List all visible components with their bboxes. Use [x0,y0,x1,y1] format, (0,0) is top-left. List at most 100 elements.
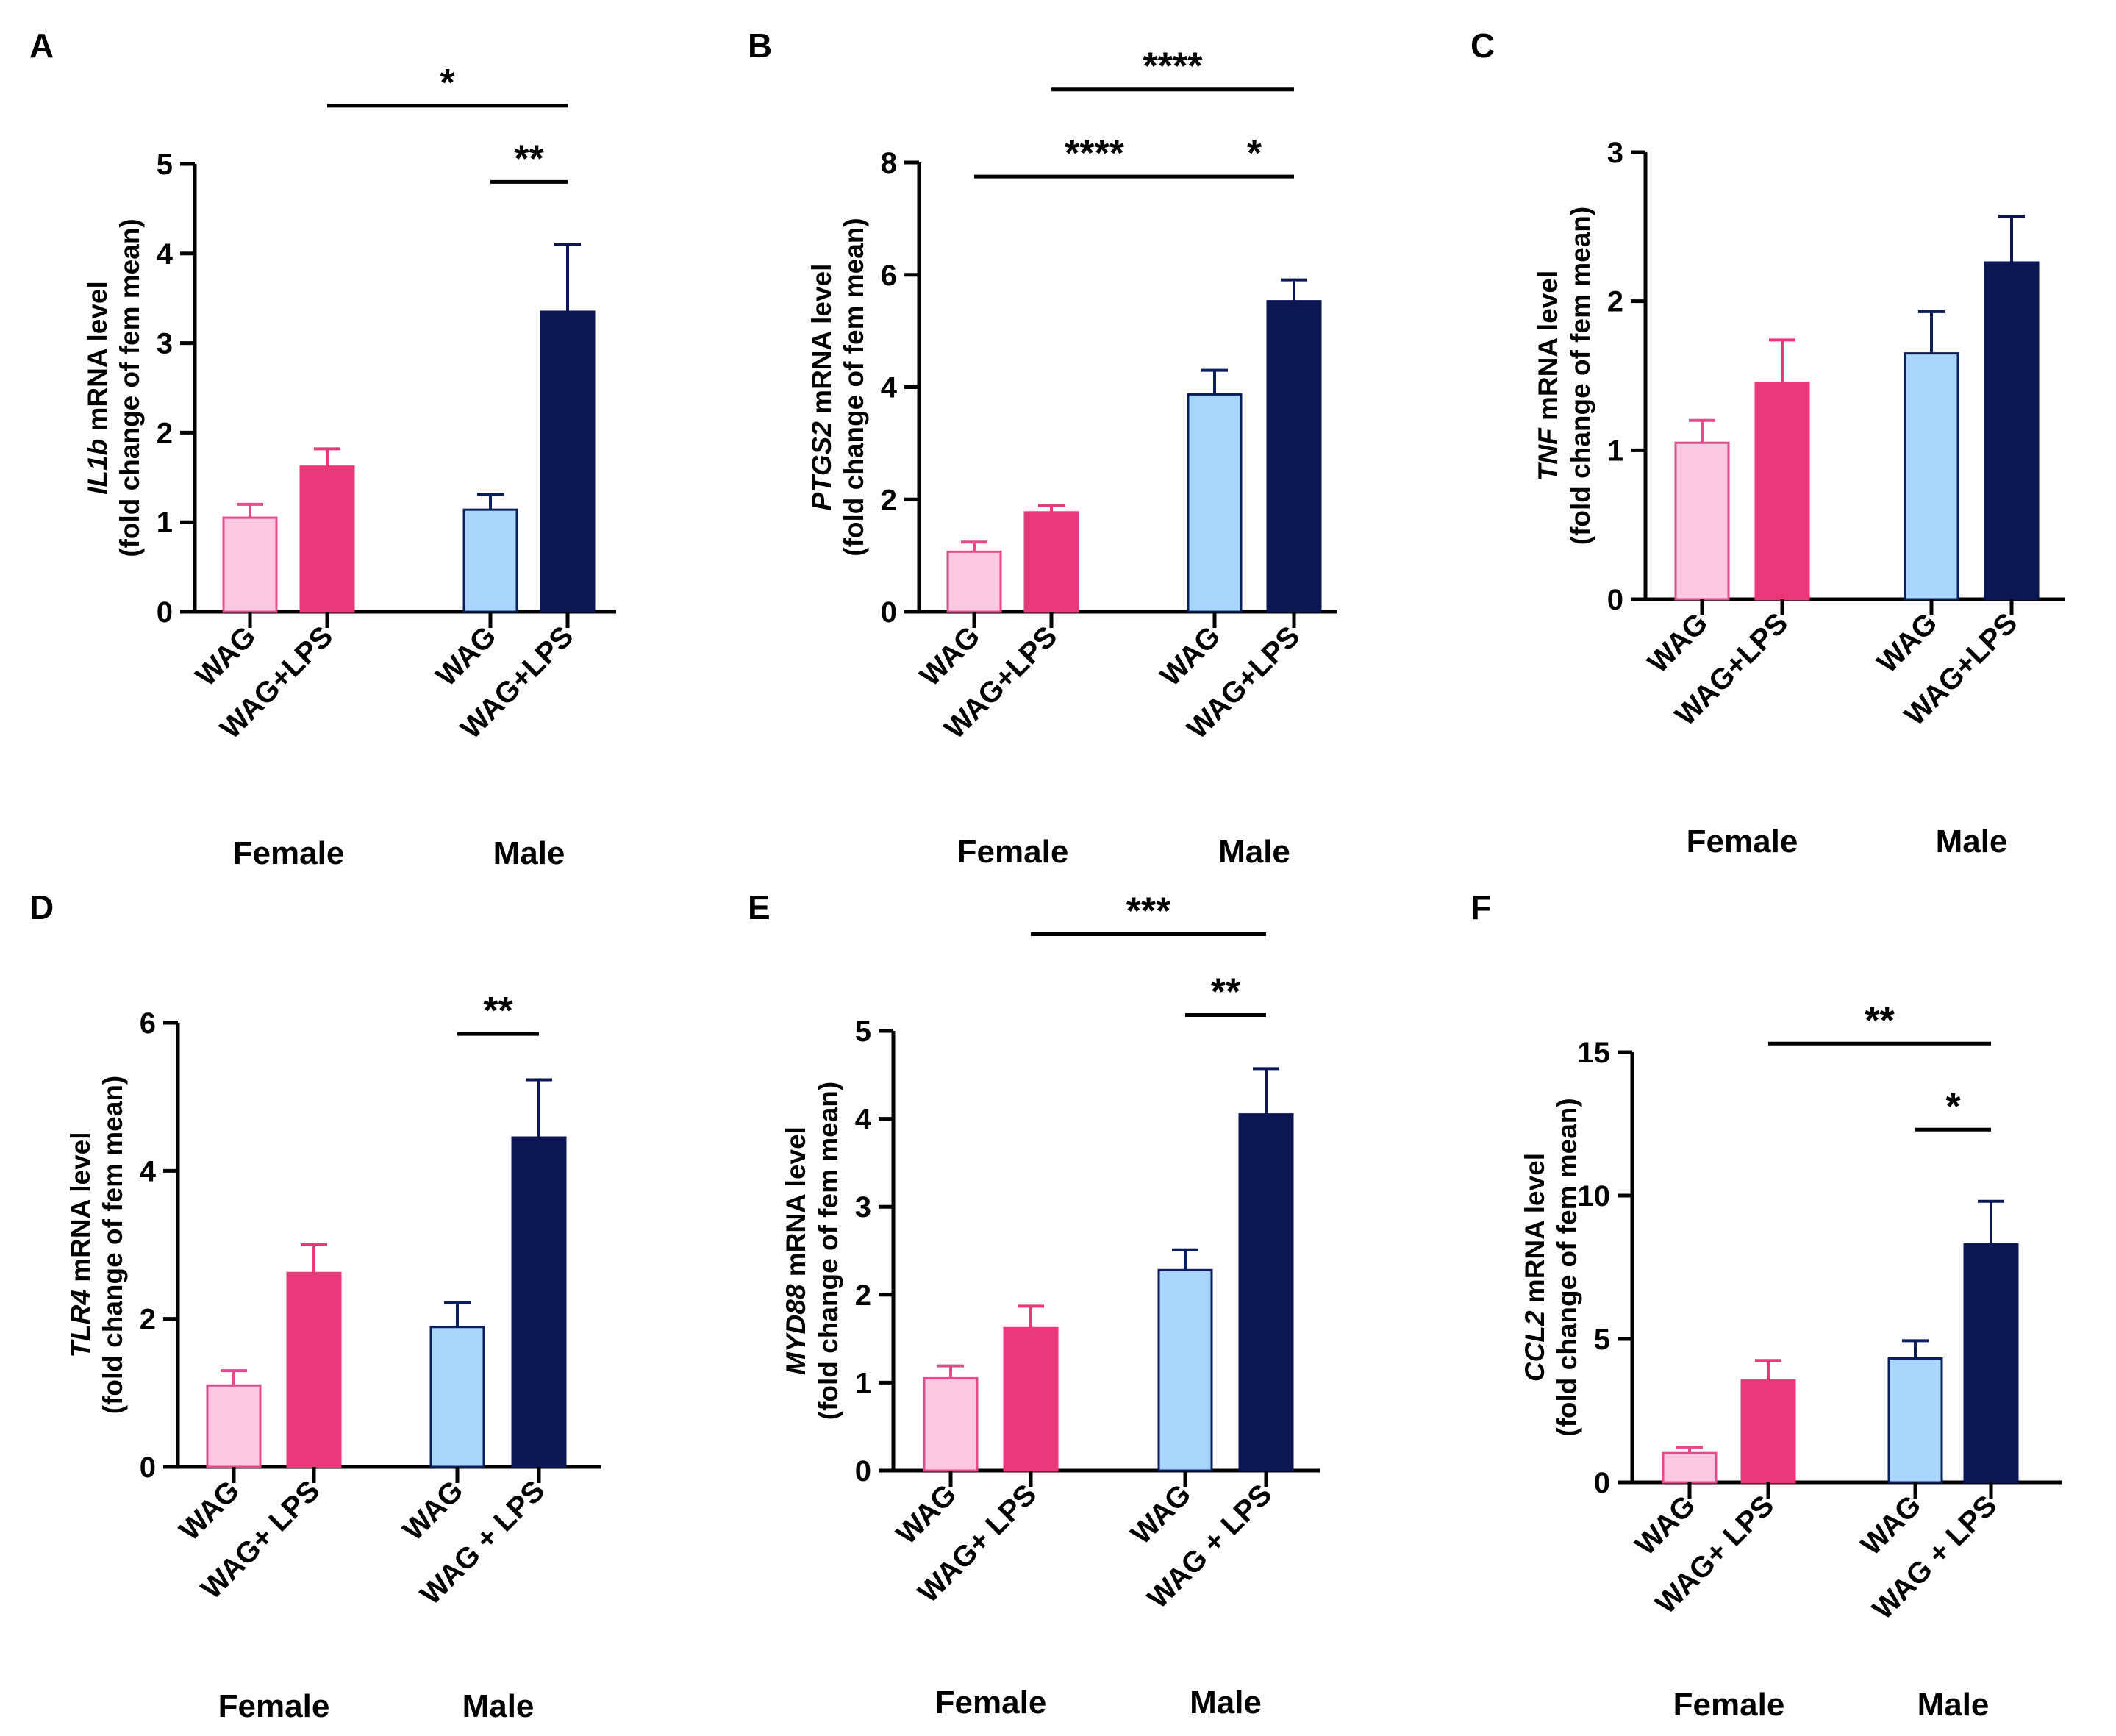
group-label-female: Female [233,835,345,871]
bar [1187,393,1243,613]
bar [1963,1243,2019,1484]
x-category-label: WAG [190,620,262,693]
panel-letter: F [1470,888,1491,926]
y-tick-label: 5 [855,1015,871,1048]
chart-panel-e: E 0 1 2 3 4 5 MYD88 mRNA level (fold change of f… [748,888,1320,1721]
bar [1754,382,1810,601]
y-tick-label: 1 [157,507,173,539]
x-category-label: WAG [430,620,503,693]
bar [1674,441,1730,601]
y-axis-title: IL1b mRNA level [82,281,112,495]
significance-label: *** [1126,890,1171,932]
y-axis-title-line2: (fold change of fem mean) [1565,207,1595,545]
bar [923,1376,979,1472]
y-axis-title-line2: (fold change of fem mean) [839,218,869,556]
significance-label: ** [1865,999,1895,1042]
panel-letter: A [29,26,54,65]
bar [222,516,278,613]
y-axis-title-unit: mRNA level [1520,1153,1550,1311]
y-tick-label: 0 [855,1455,871,1487]
x-category-label: WAG [397,1474,470,1547]
significance-label: * [1945,1085,1961,1128]
group-label-male: Male [1218,834,1290,870]
y-axis-title-line2: (fold change of fem mean) [98,1076,128,1414]
bar [286,1271,342,1468]
bar [1662,1451,1718,1484]
x-category-label: WAG [1629,1489,1702,1562]
bar [946,550,1002,613]
bar [462,508,518,613]
x-category-label: WAG [1125,1478,1198,1551]
y-axis-title-gene: IL1b [82,439,112,495]
panel-letter: E [748,888,771,926]
x-category-label: WAG [1642,607,1715,679]
y-tick-label: 0 [140,1451,156,1484]
chart-panel-f: F 0 5 10 15 CCL2 mRNA level (fold change of fe… [1470,888,2062,1723]
group-label-female: Female [957,834,1069,870]
bar [299,465,355,613]
y-axis-title-gene: TLR4 [65,1290,96,1358]
significance-label: * [1247,132,1262,175]
y-axis-title-line2: (fold change of fem mean) [1552,1098,1582,1436]
panel-letter: C [1470,26,1495,65]
y-axis-title: TNF mRNA level [1533,271,1563,481]
significance-label: **** [1143,46,1204,88]
y-tick-label: 4 [140,1155,157,1187]
y-axis-title-gene: CCL2 [1520,1310,1550,1382]
y-tick-label: 2 [1607,286,1623,318]
y-axis-title-gene: TNF [1533,427,1563,481]
y-axis-title-unit: mRNA level [1533,271,1563,429]
y-tick-label: 5 [1594,1324,1610,1356]
y-tick-label: 1 [855,1367,871,1399]
chart-panel-d: D 0 2 4 6 TLR4 mRNA level (fold change of fem … [29,888,601,1724]
y-tick-label: 0 [881,596,897,629]
significance-label: ** [483,990,513,1032]
bar [1238,1113,1294,1472]
group-label-male: Male [1917,1687,1990,1723]
y-tick-label: 6 [881,260,897,292]
bar [1984,261,2040,601]
bar [511,1136,567,1468]
significance-label: * [440,62,455,104]
y-tick-label: 2 [140,1304,156,1336]
bar [206,1384,262,1468]
y-tick-label: 2 [855,1279,871,1312]
y-axis-title-unit: mRNA level [807,264,837,422]
y-axis-title-gene: PTGS2 [807,421,837,511]
significance-label: ** [1211,971,1241,1013]
group-label-female: Female [1673,1687,1785,1723]
x-category-label: WAG [174,1474,246,1547]
group-label-female: Female [218,1688,330,1724]
bar [1266,300,1322,613]
y-axis-title-unit: mRNA level [781,1126,811,1285]
group-label-male: Male [462,1688,535,1724]
bar [429,1326,485,1468]
y-tick-label: 2 [157,417,173,449]
bar [1904,352,1959,601]
group-label-male: Male [1936,824,2008,860]
y-axis-title-unit: mRNA level [82,281,112,439]
y-axis-title: MYD88 mRNA level [781,1126,811,1375]
y-tick-label: 2 [881,484,897,516]
y-tick-label: 4 [881,372,898,404]
y-tick-label: 1 [1607,435,1623,467]
bar [1887,1357,1943,1484]
chart-panel-b: B 0 2 4 6 8 PTGS2 mRNA level (fold change of fe… [748,26,1337,870]
y-tick-label: 0 [1607,584,1623,616]
x-category-label: WAG [1855,1489,1928,1562]
y-tick-label: 6 [140,1007,156,1040]
y-tick-label: 0 [1594,1467,1610,1499]
y-tick-label: 10 [1578,1180,1611,1212]
significance-label: **** [1065,132,1125,175]
y-tick-label: 8 [881,147,897,179]
x-category-label: WAG [1871,607,1944,679]
y-axis-title: TLR4 mRNA level [65,1132,96,1357]
y-axis-title-unit: mRNA level [65,1132,96,1290]
y-axis-title: CCL2 mRNA level [1520,1153,1550,1382]
bar [540,310,596,613]
y-tick-label: 5 [157,149,173,181]
y-tick-label: 0 [157,596,173,629]
group-label-female: Female [935,1685,1047,1721]
y-axis-title-line2: (fold change of fem mean) [813,1082,843,1420]
